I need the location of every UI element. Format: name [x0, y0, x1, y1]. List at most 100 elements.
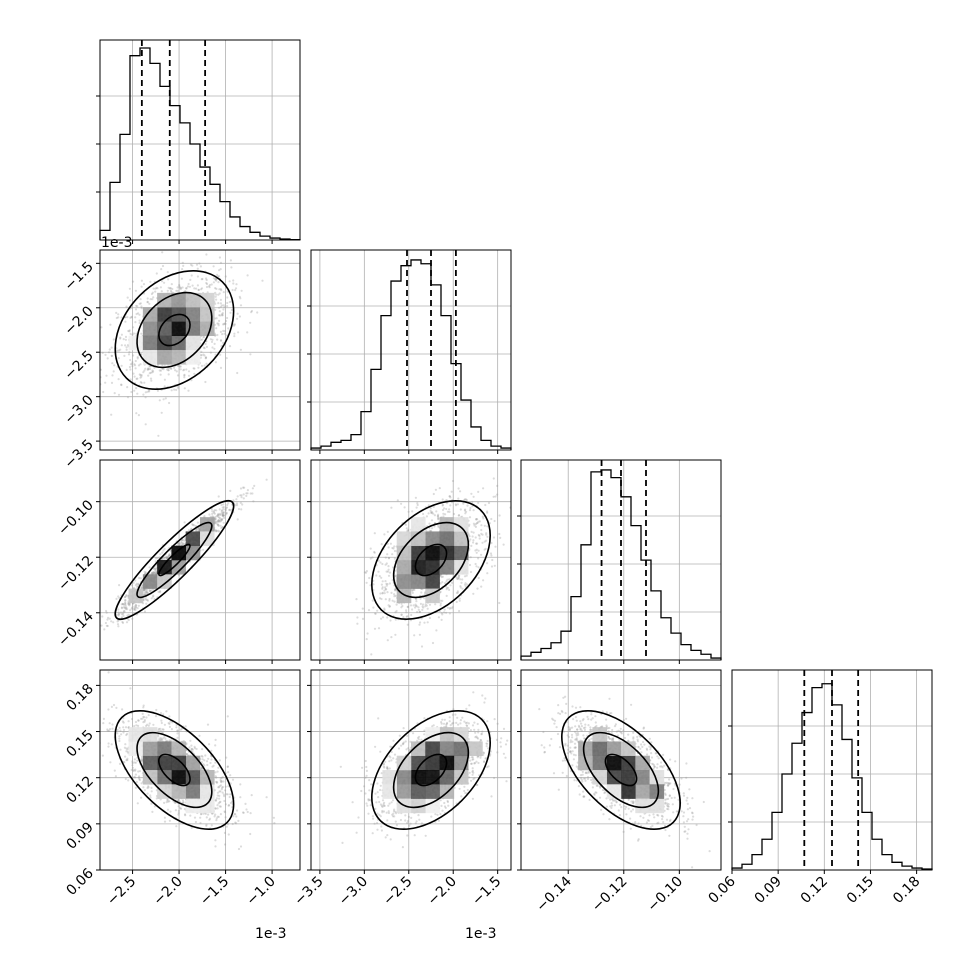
sample-point — [181, 542, 184, 545]
sample-point — [127, 329, 130, 333]
sample-point — [261, 279, 264, 282]
sample-point — [429, 509, 432, 512]
sample-point — [183, 521, 186, 524]
sample-point — [161, 551, 164, 554]
sample-point — [204, 357, 207, 360]
sample-point — [176, 364, 180, 367]
sample-point — [482, 517, 485, 520]
sample-point — [138, 576, 141, 580]
sample-point — [463, 498, 466, 501]
sample-point — [224, 508, 227, 511]
sample-point — [480, 532, 483, 535]
sample-point — [222, 510, 225, 514]
sample-point — [405, 609, 408, 612]
sample-point — [379, 561, 382, 564]
sample-point — [109, 323, 112, 326]
sample-point — [90, 347, 92, 349]
sample-point — [460, 581, 463, 584]
sample-point — [152, 570, 155, 574]
sample-point — [133, 364, 137, 367]
sample-point — [135, 582, 138, 585]
contour-level — [114, 270, 235, 390]
y-tick-label: −1.5 — [61, 259, 96, 294]
sample-point — [396, 499, 399, 502]
sample-point — [190, 748, 193, 751]
sample-point — [448, 510, 451, 513]
sample-point — [377, 559, 380, 562]
sample-point — [485, 533, 488, 536]
sample-point — [253, 484, 256, 487]
sample-point — [106, 618, 109, 621]
sample-point — [224, 322, 227, 325]
density-cell — [411, 560, 426, 575]
sample-point — [215, 781, 218, 784]
density-cell — [425, 545, 440, 561]
sample-point — [470, 492, 473, 495]
sample-point — [151, 369, 154, 372]
sample-point — [204, 380, 207, 384]
sample-point — [151, 298, 154, 301]
sample-point — [445, 588, 448, 591]
sample-point — [128, 602, 132, 605]
sample-point — [148, 302, 151, 305]
sample-point — [204, 754, 207, 757]
sample-point — [130, 390, 133, 394]
sample-point — [121, 602, 124, 606]
sample-point — [126, 386, 129, 389]
sample-point — [127, 613, 130, 616]
sample-point — [217, 524, 220, 528]
sample-point — [169, 287, 172, 290]
sample-point — [472, 541, 475, 544]
sample-point — [179, 286, 183, 289]
sample-point — [216, 807, 219, 810]
sample-point — [451, 605, 454, 609]
density-cell — [128, 335, 144, 351]
sample-point — [162, 398, 165, 401]
sample-point — [388, 571, 392, 574]
sample-point — [484, 547, 487, 550]
sample-point — [409, 604, 413, 607]
sample-point — [480, 528, 483, 532]
sample-point — [403, 506, 406, 509]
sample-point — [221, 513, 224, 517]
sample-point — [183, 387, 186, 390]
sample-point — [135, 312, 138, 316]
sample-point — [423, 597, 426, 600]
sample-point — [216, 804, 219, 807]
sample-point — [356, 616, 359, 619]
sample-point — [199, 265, 202, 268]
sample-point — [146, 598, 149, 602]
sample-point — [493, 564, 496, 567]
sample-point — [177, 805, 180, 808]
sample-point — [434, 488, 437, 491]
sample-point — [213, 342, 216, 345]
sample-point — [91, 630, 93, 632]
sample-point — [457, 576, 460, 579]
sample-point — [239, 501, 242, 504]
sample-point — [165, 557, 168, 560]
sample-point — [445, 611, 448, 614]
sample-point — [162, 368, 165, 371]
sample-point — [431, 510, 434, 514]
sample-point — [366, 632, 369, 635]
sample-point — [211, 346, 214, 349]
sample-point — [199, 338, 202, 341]
sample-point — [502, 543, 505, 546]
density-cell — [439, 517, 455, 532]
sample-point — [89, 706, 91, 708]
sample-point — [211, 510, 214, 513]
sample-point — [200, 364, 204, 367]
sample-point — [411, 591, 414, 595]
sample-point — [177, 387, 180, 390]
sample-point — [151, 595, 155, 598]
sample-point — [132, 354, 135, 357]
sample-point — [383, 608, 386, 612]
sample-point — [496, 484, 499, 487]
sample-point — [110, 354, 113, 357]
sample-point — [439, 602, 442, 605]
sample-point — [439, 604, 442, 607]
sample-point — [387, 565, 390, 568]
y-tick-label: −3.5 — [61, 437, 96, 472]
sample-point — [459, 578, 462, 581]
sample-point — [138, 302, 141, 305]
